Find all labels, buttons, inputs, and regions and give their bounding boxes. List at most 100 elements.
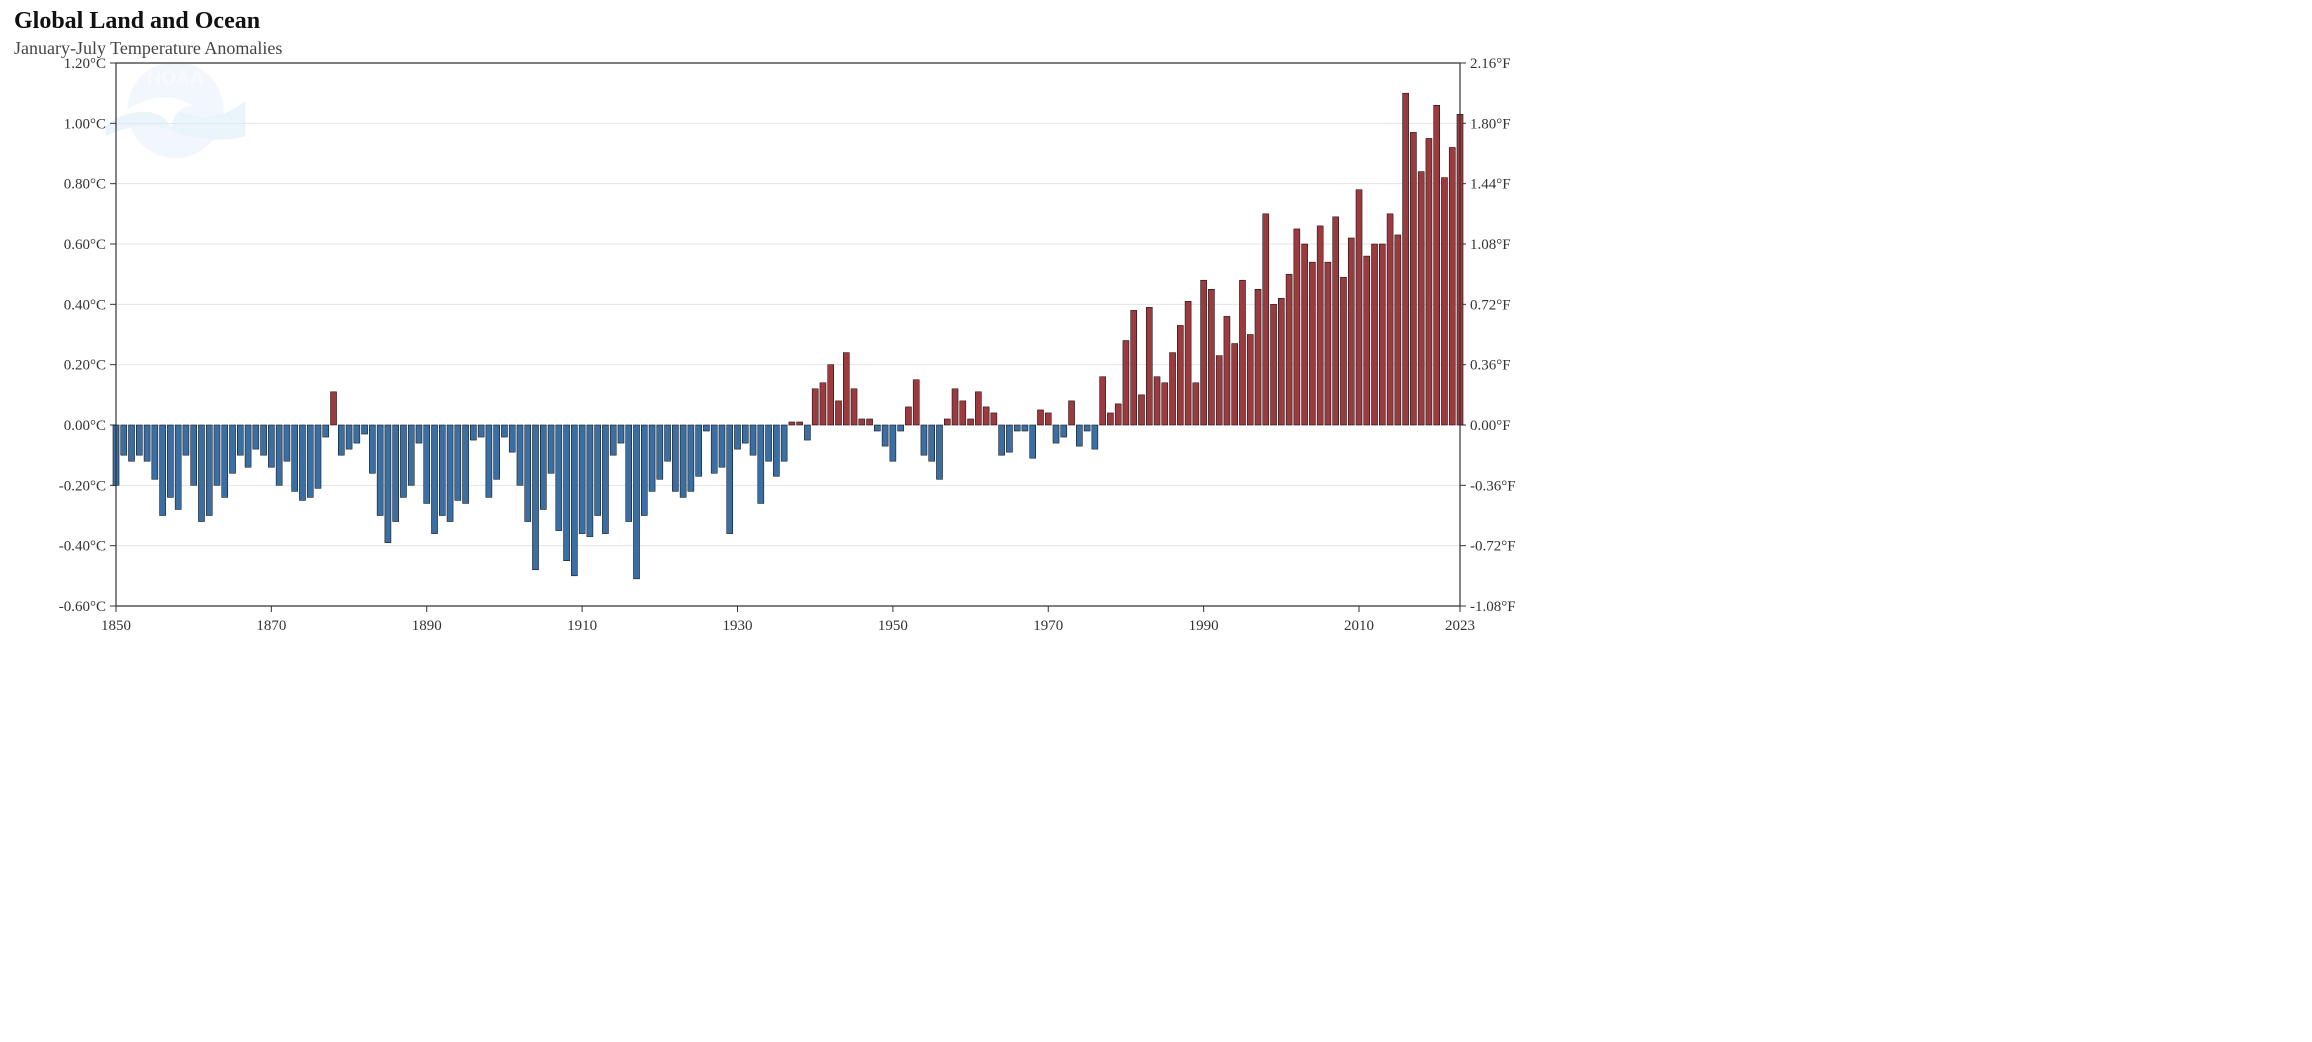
anomaly-bar (1387, 214, 1393, 425)
chart-container: Global Land and Ocean January-July Tempe… (0, 0, 1541, 695)
anomaly-bar (1263, 214, 1269, 425)
anomaly-bar (393, 425, 399, 522)
anomaly-bar (1076, 425, 1082, 446)
anomaly-bar (898, 425, 904, 431)
anomaly-bar (1364, 256, 1370, 425)
anomaly-bar (680, 425, 686, 497)
anomaly-bar (1239, 280, 1245, 425)
anomaly-bar (882, 425, 888, 446)
anomaly-bar (602, 425, 608, 534)
anomaly-bar (1278, 298, 1284, 425)
anomaly-bar (323, 425, 329, 437)
x-tick-label: 1890 (412, 618, 442, 634)
x-tick-label: 2010 (1344, 618, 1374, 634)
anomaly-bar (1061, 425, 1067, 437)
y-right-tick-label: 1.44°F (1470, 177, 1511, 193)
anomaly-bar (1022, 425, 1028, 431)
anomaly-bar (734, 425, 740, 449)
anomaly-bar (315, 425, 321, 488)
anomaly-bar (439, 425, 445, 516)
y-right-tick-label: 0.00°F (1470, 418, 1511, 434)
anomaly-bar (548, 425, 554, 473)
anomaly-bar (268, 425, 274, 467)
anomaly-bar (1309, 262, 1315, 425)
anomaly-bar (1053, 425, 1059, 443)
anomaly-bar (657, 425, 663, 479)
anomaly-bar (835, 401, 841, 425)
anomaly-bar (633, 425, 639, 579)
y-left-tick-label: 0.80°C (64, 177, 106, 193)
anomaly-bar (1325, 262, 1331, 425)
anomaly-bar (245, 425, 251, 467)
anomaly-bar (1131, 310, 1137, 425)
anomaly-bar (587, 425, 593, 537)
anomaly-bar (921, 425, 927, 455)
anomaly-bar (1247, 335, 1253, 426)
x-tick-label: 1930 (723, 618, 753, 634)
anomaly-bar (711, 425, 717, 473)
anomaly-bar (455, 425, 461, 500)
anomaly-bar (890, 425, 896, 461)
anomaly-bar (773, 425, 779, 476)
anomaly-bar (727, 425, 733, 534)
anomaly-bar (167, 425, 173, 497)
anomaly-bar (1162, 383, 1168, 425)
anomaly-bar (478, 425, 484, 437)
y-left-tick-label: 0.20°C (64, 358, 106, 374)
anomaly-bar (470, 425, 476, 440)
anomaly-bar (206, 425, 212, 516)
anomaly-bar (1403, 93, 1409, 425)
anomaly-bar (975, 392, 981, 425)
anomaly-bar (1434, 105, 1440, 425)
anomaly-bar (447, 425, 453, 522)
anomaly-bar (160, 425, 166, 516)
anomaly-bar (129, 425, 135, 461)
anomaly-bar (144, 425, 150, 461)
anomaly-bar (758, 425, 764, 503)
anomaly-bar (789, 422, 795, 425)
anomaly-bar (867, 419, 873, 425)
anomaly-bar (331, 392, 337, 425)
anomaly-bar (222, 425, 228, 497)
anomaly-bar (1115, 404, 1121, 425)
anomaly-bar (696, 425, 702, 476)
anomaly-bar (1201, 280, 1207, 425)
anomaly-bar (230, 425, 236, 473)
y-right-tick-label: 2.16°F (1470, 56, 1511, 72)
y-left-tick-label: -0.20°C (59, 478, 106, 494)
anomaly-bar (276, 425, 282, 485)
anomaly-bar (952, 389, 958, 425)
y-left-tick-label: 0.00°C (64, 418, 106, 434)
anomaly-bar (874, 425, 880, 431)
x-tick-label: 2023 (1445, 618, 1475, 634)
anomaly-bar (532, 425, 538, 570)
anomaly-bar (517, 425, 523, 485)
anomaly-bar (431, 425, 437, 534)
anomaly-bar (385, 425, 391, 543)
anomaly-bar (1100, 377, 1106, 425)
anomaly-bar (1177, 325, 1183, 425)
anomaly-bar (1410, 132, 1416, 425)
anomaly-bar (742, 425, 748, 443)
anomaly-bar (571, 425, 577, 576)
chart-svg: -0.60°C-1.08°F-0.40°C-0.72°F-0.20°C-0.36… (0, 0, 1541, 695)
anomaly-bar (1294, 229, 1300, 425)
anomaly-bar (346, 425, 352, 449)
anomaly-bar (191, 425, 197, 485)
anomaly-bar (750, 425, 756, 455)
anomaly-bar (929, 425, 935, 461)
anomaly-bar (820, 383, 826, 425)
anomaly-bar (416, 425, 422, 443)
anomaly-bar (1193, 383, 1199, 425)
anomaly-bar (1037, 410, 1043, 425)
y-right-tick-label: -0.36°F (1470, 478, 1516, 494)
y-right-tick-label: -0.72°F (1470, 539, 1516, 555)
anomaly-bar (812, 389, 818, 425)
anomaly-bar (1348, 238, 1354, 425)
anomaly-bar (198, 425, 204, 522)
anomaly-bar (944, 419, 950, 425)
anomaly-bar (540, 425, 546, 509)
anomaly-bar (1146, 307, 1152, 425)
anomaly-bar (136, 425, 142, 455)
anomaly-bar (859, 419, 865, 425)
